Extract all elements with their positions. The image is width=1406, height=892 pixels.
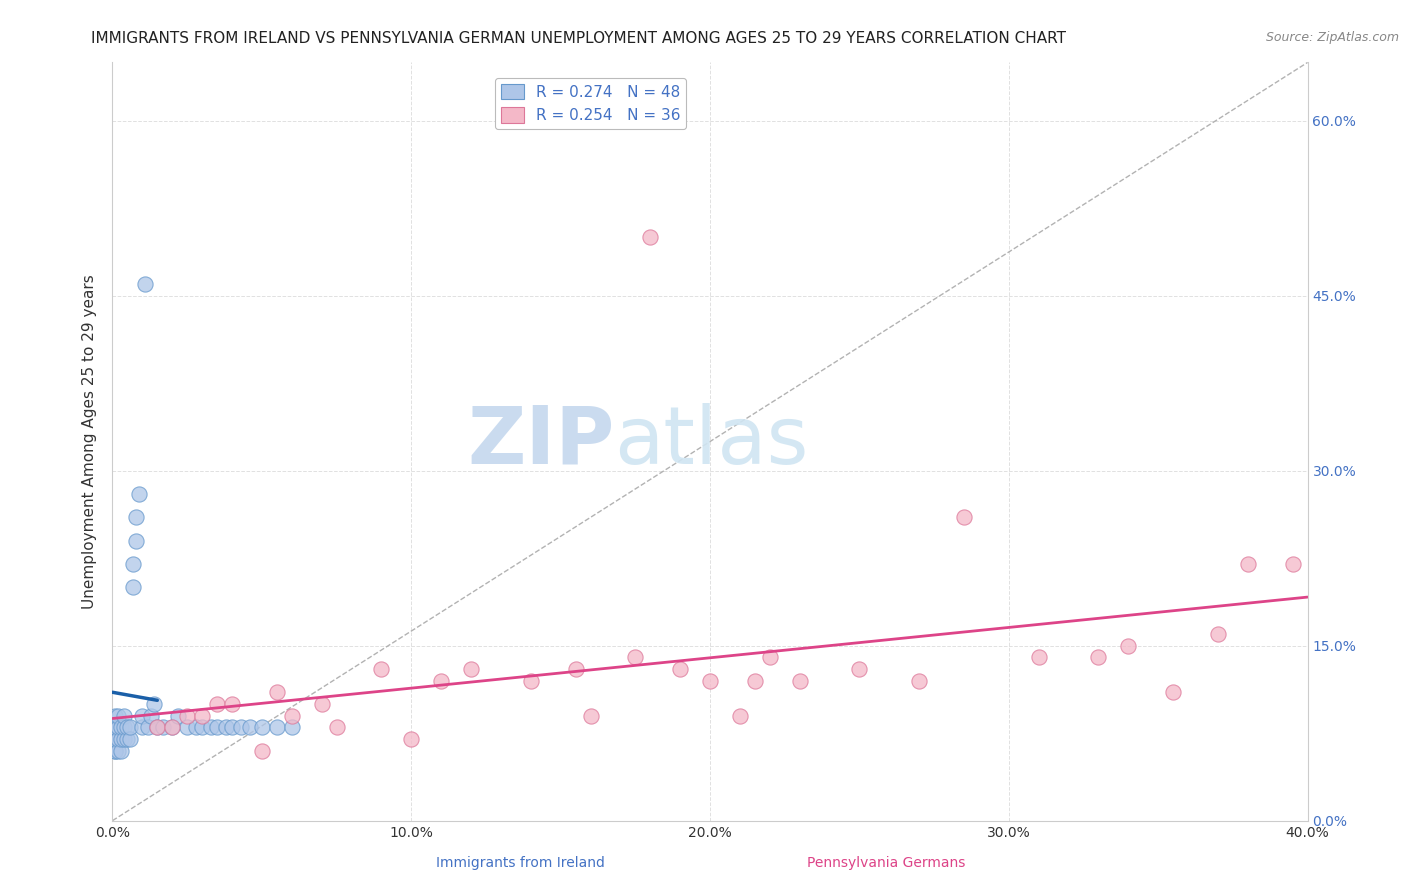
Point <box>205 697 228 711</box>
Point <box>114 731 135 746</box>
Point <box>104 731 127 746</box>
Point <box>176 720 198 734</box>
Point <box>110 731 132 746</box>
Point <box>311 697 333 711</box>
Point <box>744 673 766 688</box>
Point <box>167 708 190 723</box>
Point <box>200 720 222 734</box>
Point <box>104 731 127 746</box>
Point <box>221 720 243 734</box>
Point <box>162 720 183 734</box>
Point <box>401 731 423 746</box>
Y-axis label: Unemployment Among Ages 25 to 29 years: Unemployment Among Ages 25 to 29 years <box>82 274 97 609</box>
Point <box>146 720 169 734</box>
Point <box>107 731 129 746</box>
Point <box>114 708 135 723</box>
Point <box>191 708 214 723</box>
Point <box>266 685 288 699</box>
Point <box>141 708 163 723</box>
Point <box>134 277 156 291</box>
Point <box>104 708 127 723</box>
Point <box>520 673 543 688</box>
Point <box>250 744 273 758</box>
Text: IMMIGRANTS FROM IRELAND VS PENNSYLVANIA GERMAN UNEMPLOYMENT AMONG AGES 25 TO 29 : IMMIGRANTS FROM IRELAND VS PENNSYLVANIA … <box>91 31 1066 46</box>
Point <box>146 720 169 734</box>
Point <box>266 720 288 734</box>
Point <box>131 720 153 734</box>
Text: atlas: atlas <box>614 402 808 481</box>
Point <box>117 731 139 746</box>
Point <box>152 720 174 734</box>
Point <box>669 662 692 676</box>
Legend: R = 0.274   N = 48, R = 0.254   N = 36: R = 0.274 N = 48, R = 0.254 N = 36 <box>495 78 686 129</box>
Text: ZIP: ZIP <box>467 402 614 481</box>
Point <box>640 230 662 244</box>
Point <box>908 673 931 688</box>
Point <box>789 673 811 688</box>
Point <box>1161 685 1184 699</box>
Point <box>953 510 976 524</box>
Point <box>107 744 129 758</box>
Point <box>162 720 183 734</box>
Point <box>104 744 127 758</box>
Point <box>229 720 252 734</box>
Point <box>239 720 262 734</box>
Point <box>131 708 153 723</box>
Point <box>1237 557 1260 571</box>
Point <box>128 487 150 501</box>
Point <box>122 557 145 571</box>
Point <box>250 720 273 734</box>
Point <box>221 697 243 711</box>
Point <box>176 708 198 723</box>
Point <box>1118 639 1140 653</box>
Point <box>107 708 129 723</box>
Point <box>186 720 208 734</box>
Point <box>579 708 602 723</box>
Point <box>1028 650 1050 665</box>
Point <box>564 662 586 676</box>
Point <box>281 708 304 723</box>
Point <box>117 720 139 734</box>
Point <box>460 662 482 676</box>
Point <box>370 662 392 676</box>
Point <box>728 708 751 723</box>
Point <box>848 662 870 676</box>
Point <box>624 650 647 665</box>
Text: Pennsylvania Germans: Pennsylvania Germans <box>807 855 965 870</box>
Point <box>699 673 721 688</box>
Point <box>759 650 782 665</box>
Point <box>1206 627 1229 641</box>
Point <box>120 720 142 734</box>
Point <box>107 720 129 734</box>
Point <box>104 720 127 734</box>
Text: Immigrants from Ireland: Immigrants from Ireland <box>436 855 605 870</box>
Point <box>114 720 135 734</box>
Point <box>430 673 453 688</box>
Point <box>215 720 238 734</box>
Point <box>281 720 304 734</box>
Point <box>125 510 148 524</box>
Point <box>110 720 132 734</box>
Point <box>1087 650 1109 665</box>
Point <box>110 744 132 758</box>
Point <box>125 533 148 548</box>
Point <box>122 580 145 594</box>
Point <box>1281 557 1303 571</box>
Point <box>325 720 347 734</box>
Point <box>191 720 214 734</box>
Point <box>205 720 228 734</box>
Point <box>104 744 127 758</box>
Point <box>143 697 166 711</box>
Point <box>104 720 127 734</box>
Point <box>120 731 142 746</box>
Point <box>138 720 160 734</box>
Text: Source: ZipAtlas.com: Source: ZipAtlas.com <box>1265 31 1399 45</box>
